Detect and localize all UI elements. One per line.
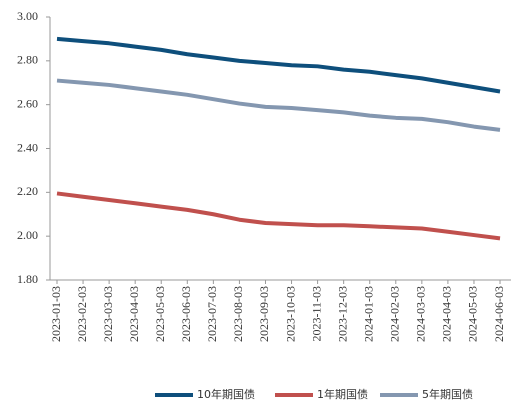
x-tick-label: 2024-02-03 <box>388 286 402 342</box>
y-tick-label: 3.00 <box>17 9 38 23</box>
y-tick-label: 1.80 <box>17 272 38 286</box>
x-tick-label: 2023-01-03 <box>49 286 63 342</box>
x-tick-label: 2023-05-03 <box>153 286 167 342</box>
legend-label: 1年期国债 <box>317 387 368 401</box>
series-line <box>56 78 501 132</box>
x-tick-label: 2023-11-03 <box>309 286 323 342</box>
x-tick-label: 2024-01-03 <box>361 286 375 342</box>
series-line <box>56 191 501 241</box>
x-tick-label: 2024-06-03 <box>492 286 506 342</box>
x-tick-label: 2023-03-03 <box>101 286 115 342</box>
y-tick-label: 2.00 <box>17 228 38 242</box>
x-tick-label: 2023-08-03 <box>231 286 245 342</box>
x-tick-label: 2023-06-03 <box>179 286 193 342</box>
y-tick-label: 2.80 <box>17 53 38 67</box>
y-tick-label: 2.60 <box>17 96 38 110</box>
series-line <box>56 36 501 94</box>
x-tick-label: 2023-10-03 <box>283 286 297 342</box>
x-tick-label: 2023-12-03 <box>335 286 349 342</box>
x-tick-label: 2023-09-03 <box>257 286 271 342</box>
x-tick-label: 2024-05-03 <box>466 286 480 342</box>
legend-label: 5年期国债 <box>422 387 473 401</box>
x-tick-label: 2024-04-03 <box>440 286 454 342</box>
x-tick-label: 2023-02-03 <box>75 286 89 342</box>
x-tick-label: 2023-04-03 <box>127 286 141 342</box>
legend-label: 10年期国债 <box>197 387 255 401</box>
x-tick-label: 2023-07-03 <box>205 286 219 342</box>
x-tick-label: 2024-03-03 <box>414 286 428 342</box>
y-tick-label: 2.20 <box>17 184 38 198</box>
y-tick-label: 2.40 <box>17 140 38 154</box>
